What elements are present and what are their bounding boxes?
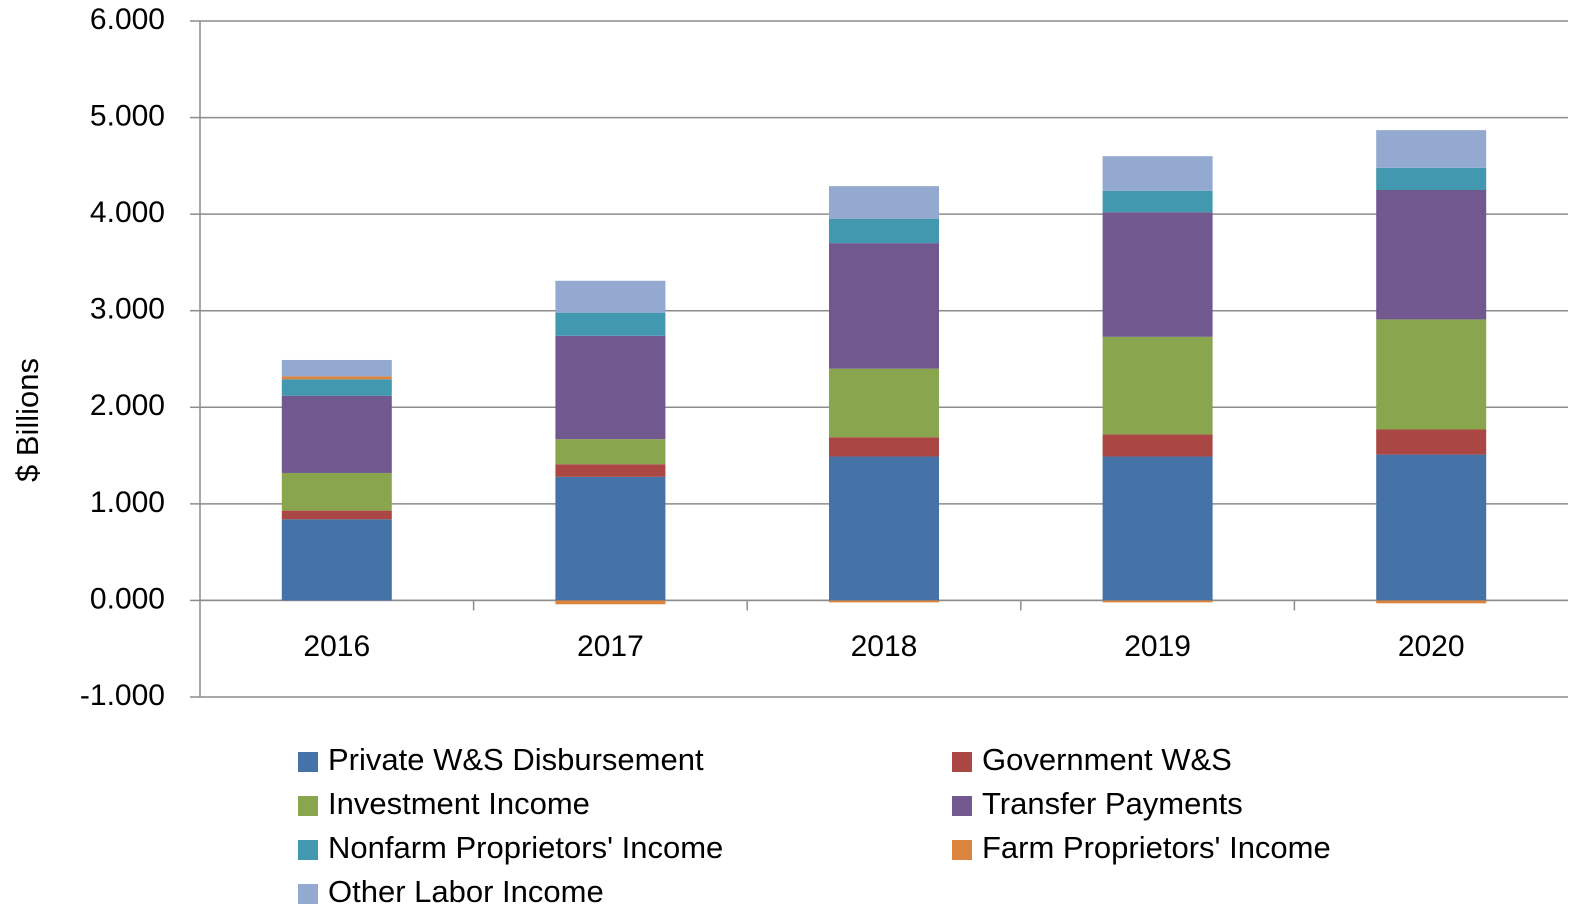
bar-segment (1376, 429, 1487, 455)
bar-segment (829, 456, 939, 601)
bar-segment (555, 600, 666, 605)
bar-segment (281, 395, 392, 473)
bar-segment (1102, 156, 1213, 191)
bar-segment (555, 312, 666, 336)
x-tick-label: 2020 (1398, 630, 1465, 663)
bar-segment (1102, 336, 1213, 435)
bar-segment (281, 376, 392, 380)
bar-segment (1102, 434, 1213, 457)
bar-segment (1102, 600, 1213, 603)
legend-swatch (952, 840, 972, 860)
bar-segment (1376, 454, 1487, 601)
legend-label: Investment Income (328, 786, 590, 821)
x-tick-label: 2017 (577, 630, 644, 663)
bar-segment (281, 379, 392, 396)
legend-label: Farm Proprietors' Income (982, 830, 1331, 865)
y-tick-label: 5.000 (90, 99, 165, 132)
legend-swatch (298, 796, 318, 816)
legend-label: Private W&S Disbursement (328, 742, 704, 777)
bar-segment (281, 472, 392, 511)
bar-segment (555, 464, 666, 477)
bar-segment (1376, 167, 1487, 190)
legend-label: Government W&S (982, 742, 1232, 777)
y-tick-label: -1.000 (80, 679, 165, 712)
legend-swatch (952, 752, 972, 772)
y-tick-label: 1.000 (90, 486, 165, 519)
bar-segment (555, 439, 666, 465)
y-tick-label: 4.000 (90, 196, 165, 229)
bar-segment (555, 476, 666, 601)
legend-label: Other Labor Income (328, 874, 604, 909)
bar-segment (1102, 212, 1213, 337)
x-tick-label: 2019 (1124, 630, 1191, 663)
y-tick-label: 3.000 (90, 293, 165, 326)
bar-segment (1102, 190, 1213, 213)
legend-swatch (952, 796, 972, 816)
bar-segment (281, 359, 392, 377)
bar-segment (829, 243, 939, 369)
legend-label: Nonfarm Proprietors' Income (328, 830, 723, 865)
bar-segment (555, 280, 666, 313)
legend-swatch (298, 840, 318, 860)
y-axis-label: $ Billions (10, 358, 45, 482)
bar-segment (829, 368, 939, 438)
y-tick-label: 6.000 (90, 3, 165, 36)
bar-segment (1376, 600, 1487, 604)
bar-segment (555, 335, 666, 440)
x-tick-label: 2018 (851, 630, 918, 663)
bar-segment (281, 510, 392, 520)
bar-segment (281, 519, 392, 601)
bar-segment (1376, 319, 1487, 430)
legend-swatch (298, 884, 318, 904)
bar-segment (829, 437, 939, 457)
legend-swatch (298, 752, 318, 772)
y-tick-label: 0.000 (90, 582, 165, 615)
bar-segment (1376, 190, 1487, 320)
bar-segment (1102, 456, 1213, 601)
x-tick-label: 2016 (303, 630, 370, 663)
bar-segment (829, 186, 939, 219)
bar-segment (829, 218, 939, 244)
y-tick-label: 2.000 (90, 389, 165, 422)
bar-segment (1376, 130, 1487, 168)
legend-label: Transfer Payments (982, 786, 1243, 821)
bar-segment (829, 600, 939, 603)
